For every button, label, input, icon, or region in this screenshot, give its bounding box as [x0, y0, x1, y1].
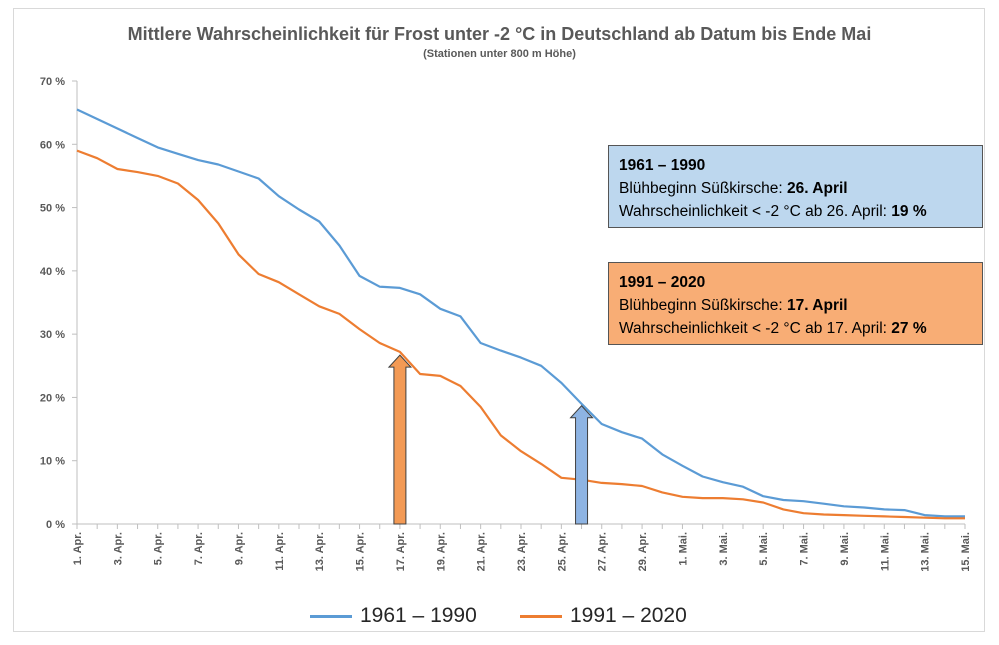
x-tick-label: 3. Apr.: [112, 532, 124, 565]
info-box-heading: 1991 – 2020: [619, 274, 706, 291]
x-tick-label: 9. Apr.: [233, 532, 245, 565]
info-box-value: 26. April: [787, 180, 848, 197]
x-tick-label: 7. Mai.: [799, 532, 811, 566]
x-tick-label: 13. Mai.: [920, 532, 932, 572]
x-tick-label: 25. Apr.: [556, 532, 568, 571]
x-tick-label: 19. Apr.: [435, 532, 447, 571]
x-tick-label: 5. Apr.: [153, 532, 165, 565]
x-tick-label: 9. Mai.: [839, 532, 851, 566]
chart-subtitle: (Stationen unter 800 m Höhe): [423, 48, 576, 60]
x-tick-label: 13. Apr.: [314, 532, 326, 571]
series-line-2: [76, 149, 965, 520]
x-tick-label: 27. Apr.: [597, 532, 609, 571]
chart-title: Mittlere Wahrscheinlichkeit für Frost un…: [127, 24, 872, 44]
legend-item-series-2: 1991 – 2020: [520, 604, 687, 628]
x-tick-label: 1. Mai.: [677, 532, 689, 566]
info-box-1991-2020: 1991 – 2020 Blühbeginn Süßkirsche: 17. A…: [608, 262, 983, 345]
x-tick-label: 15. Apr.: [355, 532, 367, 571]
info-box-value: 17. April: [787, 297, 848, 314]
legend-swatch: [520, 614, 562, 618]
legend-swatch: [310, 614, 352, 618]
legend-label: 1991 – 2020: [570, 604, 687, 627]
y-tick-label: 70 %: [40, 76, 65, 88]
y-tick-label: 0 %: [46, 519, 65, 531]
y-tick-label: 60 %: [40, 139, 65, 151]
x-tick-label: 11. Apr.: [274, 532, 286, 571]
info-box-value: 19 %: [891, 203, 927, 220]
arrow-annotation-1: [387, 354, 413, 525]
info-box-label: Blühbeginn Süßkirsche:: [619, 180, 788, 197]
x-tick-label: 21. Apr.: [476, 532, 488, 571]
y-tick-label: 40 %: [40, 266, 65, 278]
y-tick-label: 20 %: [40, 392, 65, 404]
x-tick-label: 7. Apr.: [193, 532, 205, 565]
x-tick-label: 11. Mai.: [879, 532, 891, 571]
y-tick-label: 30 %: [40, 329, 65, 341]
x-tick-label: 1. Apr.: [72, 532, 84, 565]
info-box-label: Wahrscheinlichkeit < -2 °C ab 17. April:: [619, 320, 892, 337]
x-tick-label: 15. Mai.: [960, 532, 972, 572]
y-tick-label: 50 %: [40, 203, 65, 215]
chart-frame: [13, 8, 985, 632]
y-tick-label: 10 %: [40, 456, 65, 468]
series-line-1: [76, 108, 965, 518]
x-tick-label: 5. Mai.: [758, 532, 770, 566]
x-tick-label: 3. Mai.: [718, 532, 730, 566]
x-tick-label: 23. Apr.: [516, 532, 528, 571]
info-box-heading: 1961 – 1990: [619, 157, 706, 174]
info-box-value: 27 %: [891, 320, 927, 337]
info-box-label: Wahrscheinlichkeit < -2 °C ab 26. April:: [619, 203, 892, 220]
legend-item-series-1: 1961 – 1990: [310, 604, 477, 628]
legend-label: 1961 – 1990: [360, 604, 477, 627]
x-tick-label: 17. Apr.: [395, 532, 407, 571]
arrow-annotation-2: [569, 405, 594, 525]
x-tick-label: 29. Apr.: [637, 532, 649, 571]
info-box-label: Blühbeginn Süßkirsche:: [619, 297, 788, 314]
chart-legend: 1961 – 1990 1991 – 2020: [0, 604, 999, 634]
info-box-1961-1990: 1961 – 1990 Blühbeginn Süßkirsche: 26. A…: [608, 145, 983, 228]
